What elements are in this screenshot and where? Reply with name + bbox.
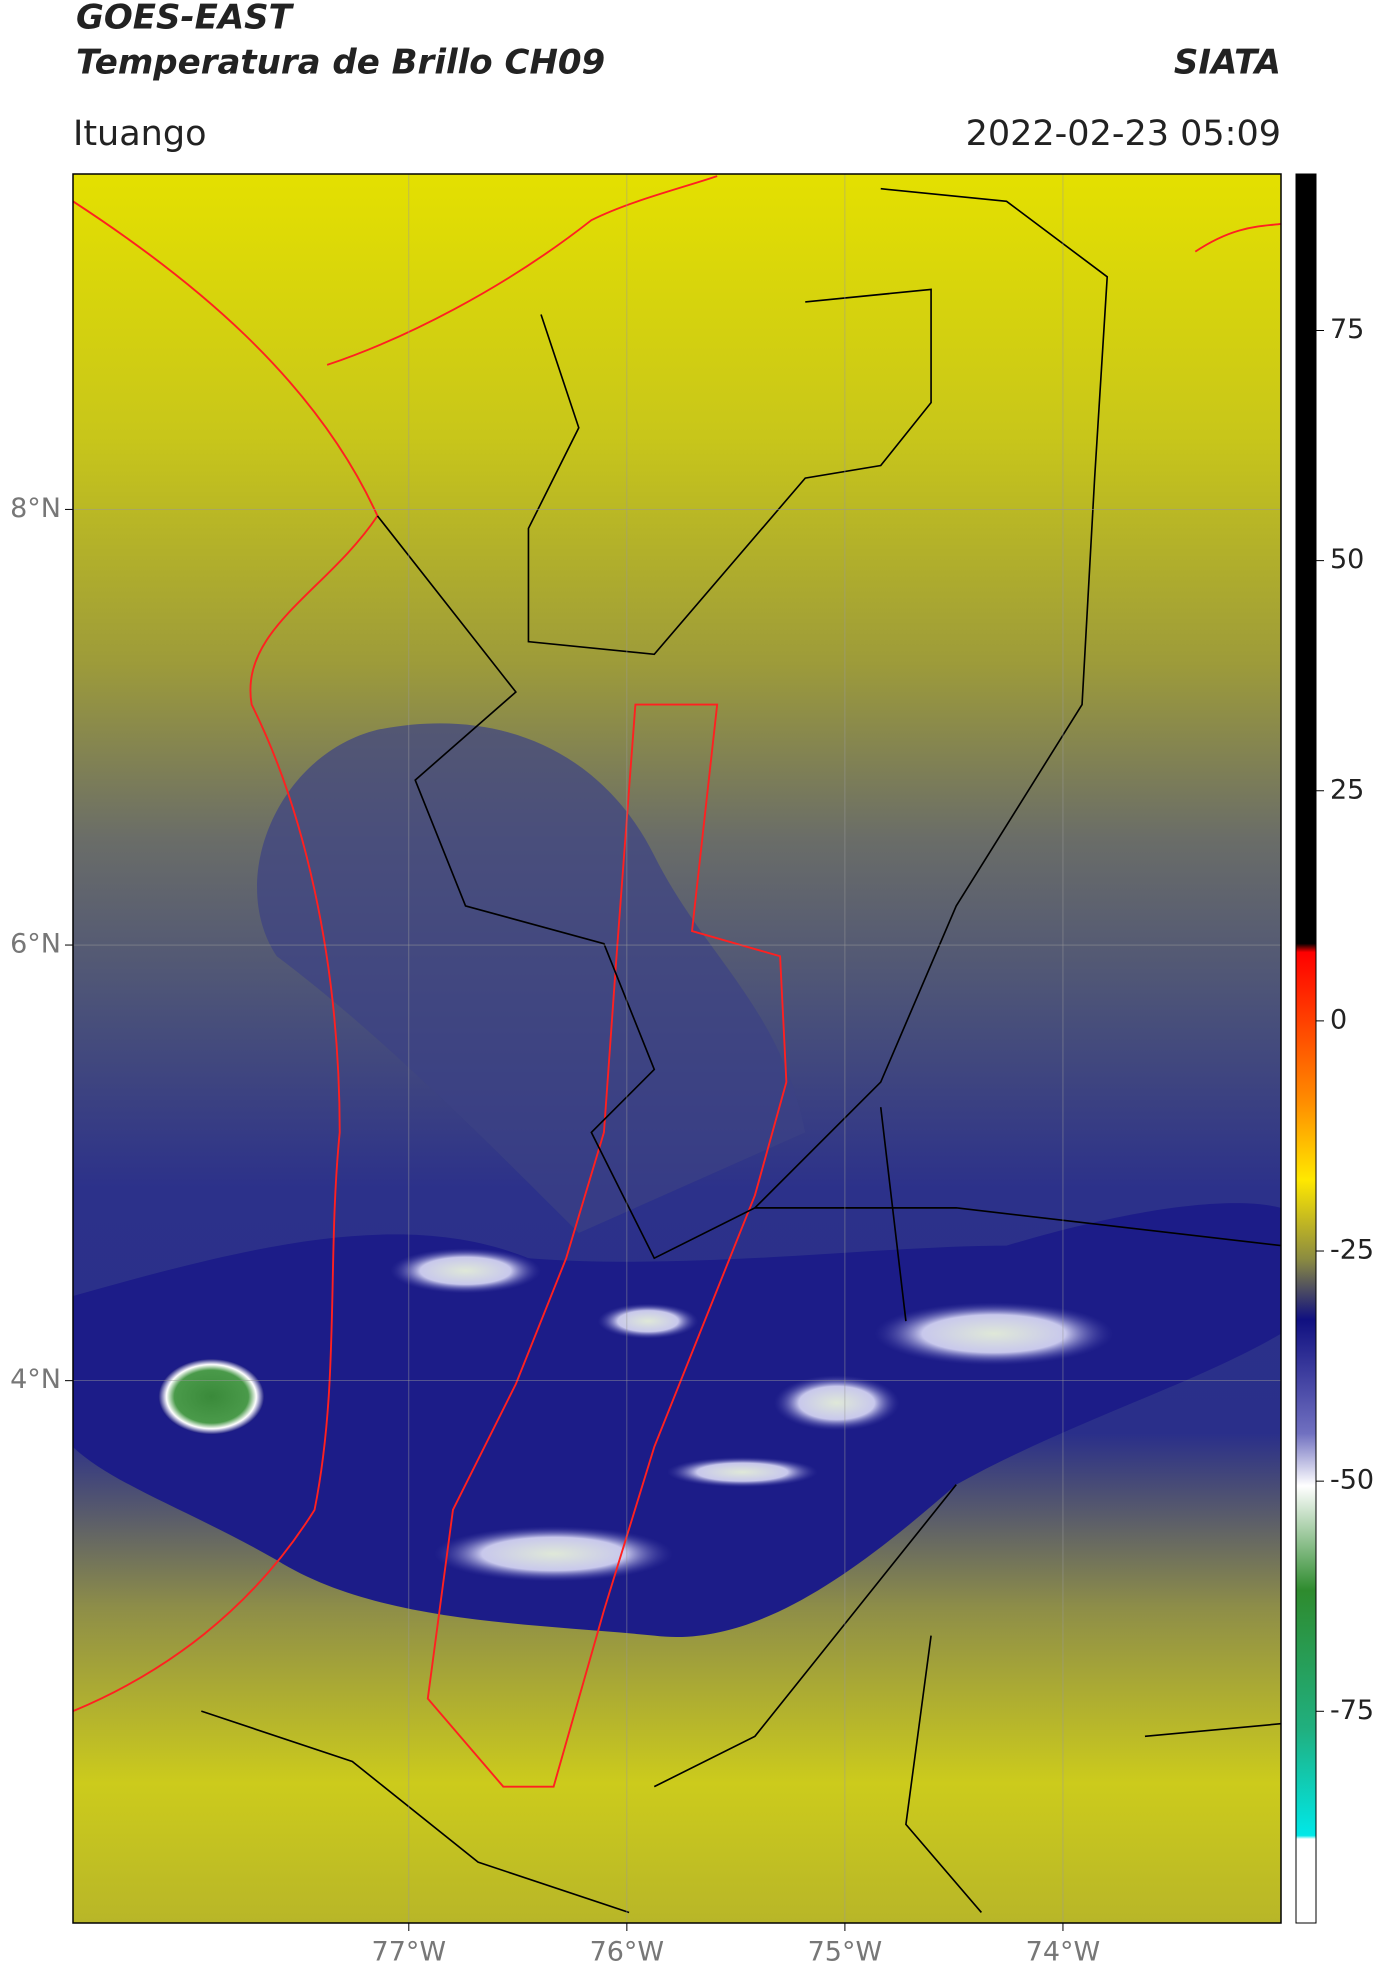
x-tick-label: 75°W: [808, 1937, 883, 1968]
coastline: [1194, 223, 1281, 253]
coastline: [73, 200, 379, 1713]
y-tick-label: 8°N: [10, 493, 61, 524]
colorbar-tick-label: -25: [1330, 1235, 1374, 1266]
source: SIATA: [1174, 43, 1281, 83]
grid: [73, 174, 1281, 1923]
admin-border: [201, 1107, 1281, 1914]
cloud-top: [390, 1248, 542, 1294]
cloud-top: [874, 1302, 1114, 1366]
colorbar: [1295, 173, 1317, 1924]
cloud-top: [597, 1303, 699, 1339]
map-frame: [72, 173, 1282, 1924]
region-border: [426, 703, 788, 1788]
subtitle: Temperatura de Brillo CH09: [76, 43, 605, 83]
cold-core: [158, 1358, 265, 1435]
cloud-top: [773, 1375, 900, 1431]
colorbar-tick-label: -75: [1330, 1695, 1374, 1726]
coastline: [326, 175, 718, 366]
map-features: [73, 175, 1281, 1914]
admin-border: [527, 288, 932, 656]
location: Ituango: [73, 114, 207, 154]
title: GOES-EAST: [76, 0, 295, 38]
colorbar-tick-label: 50: [1330, 544, 1364, 575]
x-tick-label: 76°W: [590, 1937, 665, 1968]
colorbar-tick-label: 75: [1330, 314, 1364, 345]
colorbar-tick-label: 0: [1330, 1004, 1347, 1035]
map: [73, 174, 1281, 1923]
y-tick-label: 6°N: [10, 929, 61, 960]
y-tick-label: 4°N: [10, 1364, 61, 1395]
cloud-top: [434, 1526, 674, 1582]
x-tick-label: 77°W: [372, 1937, 447, 1968]
colorbar-tick-label: 25: [1330, 774, 1364, 805]
cloud-area: [257, 723, 806, 1234]
cloud-top: [666, 1456, 818, 1488]
timestamp: 2022-02-23 05:09: [966, 114, 1281, 154]
colorbar-tick-label: -50: [1330, 1465, 1374, 1496]
x-tick-label: 74°W: [1026, 1937, 1101, 1968]
admin-border: [376, 187, 1109, 1260]
